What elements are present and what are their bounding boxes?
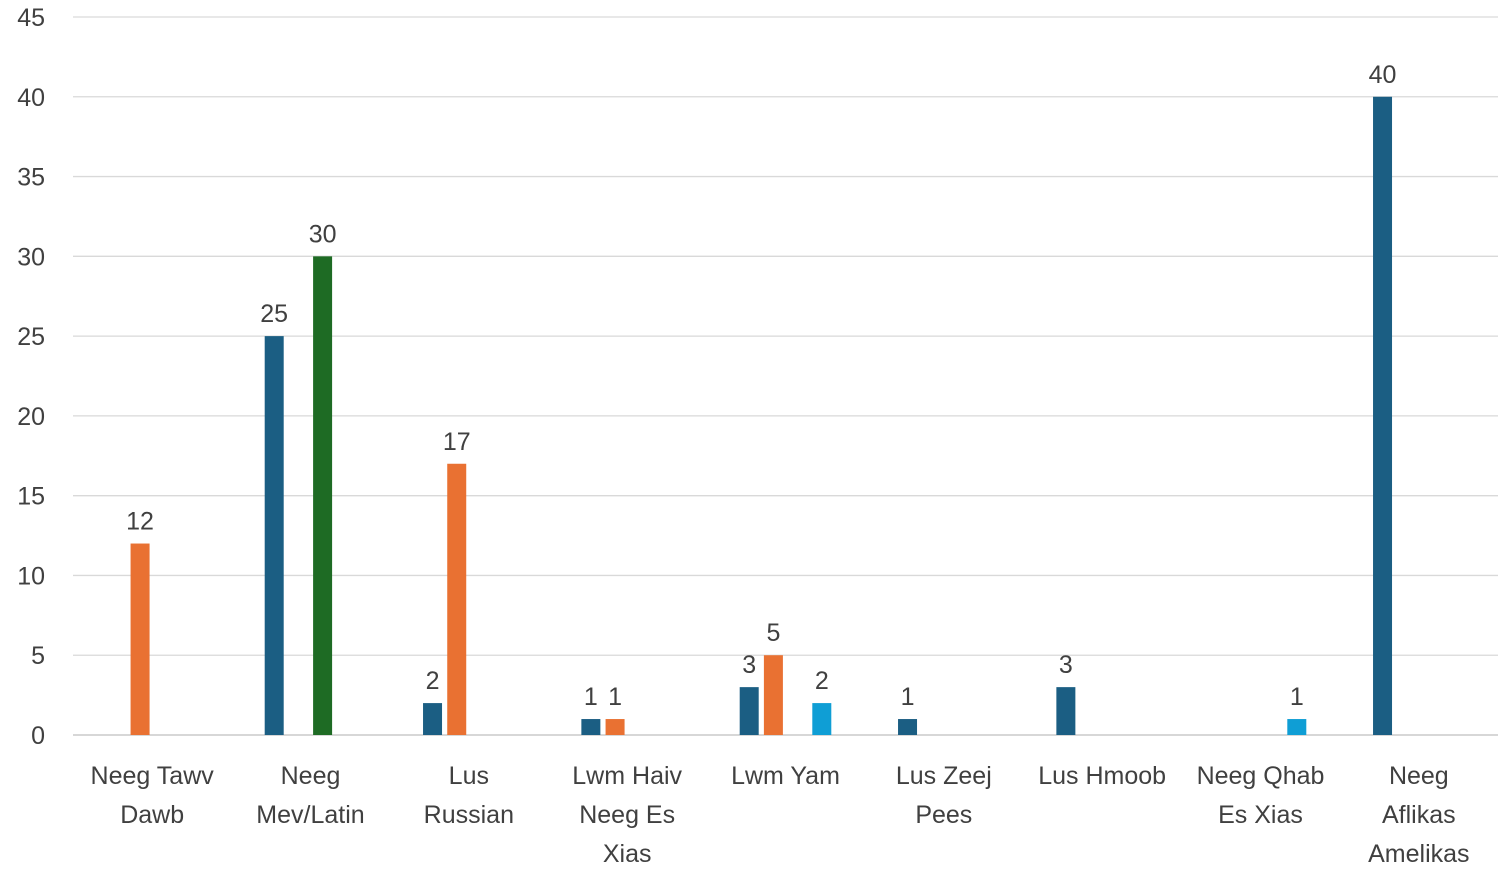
bar: [313, 256, 333, 735]
data-labels: 25 2 1 3 1 3 40 12 17 1 5 30 2 1: [126, 61, 1396, 711]
bar: [739, 687, 759, 735]
data-label: 3: [1059, 651, 1073, 679]
bar: [1056, 687, 1076, 735]
y-tick-label: 40: [17, 84, 45, 112]
bar: [812, 703, 832, 735]
data-label: 2: [426, 667, 440, 695]
x-tick-label: Neeg Tawv Dawb: [91, 762, 215, 829]
data-label: 17: [443, 428, 471, 456]
x-tick-label: Lus Hmoob: [1038, 762, 1166, 790]
data-label: 25: [260, 300, 288, 328]
data-label: 1: [1290, 683, 1304, 711]
bar: [1287, 719, 1307, 735]
y-tick-label: 10: [17, 562, 45, 590]
y-axis-ticks: 0 5 10 15 20 25 30 35 40 45: [17, 4, 45, 750]
bar: [605, 719, 625, 735]
y-tick-label: 45: [17, 4, 45, 32]
data-label: 3: [742, 651, 756, 679]
data-label: 5: [766, 619, 780, 647]
y-tick-label: 5: [31, 642, 45, 670]
bar: [130, 543, 150, 735]
bar: [581, 719, 601, 735]
y-tick-label: 25: [17, 323, 45, 351]
data-label: 1: [901, 683, 915, 711]
x-tick-label: Neeg Qhab Es Xias: [1197, 762, 1325, 829]
gridlines: [73, 16, 1498, 736]
bar: [763, 655, 783, 735]
data-label: 2: [815, 667, 829, 695]
x-tick-label: Neeg Aflikas Amelikas: [1368, 762, 1469, 868]
x-tick-label: Lus Russian: [424, 762, 514, 829]
data-label: 12: [126, 508, 154, 536]
x-tick-label: Lwm Haiv Neeg Es Xias: [572, 762, 682, 868]
bar: [447, 463, 467, 735]
bar: [264, 336, 284, 735]
y-tick-label: 15: [17, 483, 45, 511]
x-tick-label: Lwm Yam: [731, 762, 840, 790]
x-tick-label: Lus Zeej Pees: [896, 762, 992, 829]
x-tick-label: Neeg Mev/Latin: [256, 762, 364, 829]
x-axis-ticks: Neeg Tawv Dawb Neeg Mev/Latin Lus Russian Lwm …: [91, 762, 1470, 868]
data-label: 40: [1369, 61, 1397, 89]
bar: [898, 719, 918, 735]
data-label: 30: [309, 220, 337, 248]
data-label: 1: [608, 683, 622, 711]
y-tick-label: 0: [31, 722, 45, 750]
data-label: 1: [584, 683, 598, 711]
y-tick-label: 20: [17, 403, 45, 431]
y-tick-label: 30: [17, 243, 45, 271]
bar: [423, 703, 443, 735]
bars: [130, 96, 1393, 736]
y-tick-label: 35: [17, 164, 45, 192]
bar: [1373, 96, 1393, 736]
